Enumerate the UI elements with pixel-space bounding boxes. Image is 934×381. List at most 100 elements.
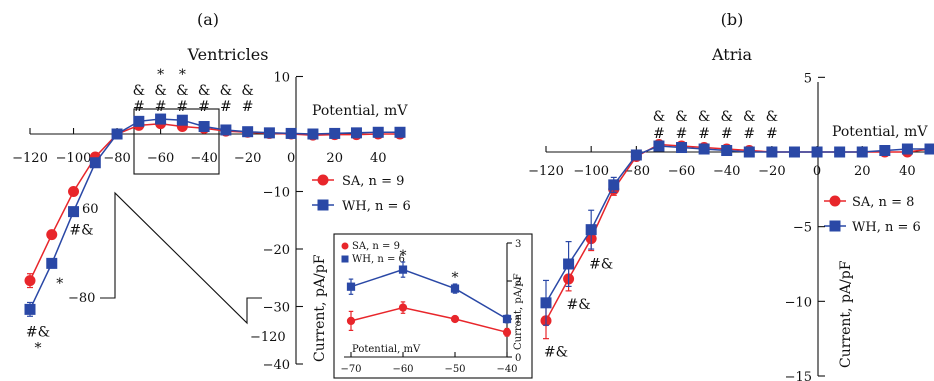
significance-mark: #& bbox=[589, 257, 613, 273]
protocol-left-label: −80 bbox=[68, 291, 95, 306]
x-tick-label: −100 bbox=[56, 151, 92, 166]
data-point-wh bbox=[329, 127, 341, 139]
significance-mark: #& bbox=[544, 345, 568, 361]
significance-mark: # bbox=[220, 99, 232, 115]
legend-wh-marker bbox=[317, 199, 329, 211]
y-tick-label: −10 bbox=[263, 186, 290, 201]
data-point-wh bbox=[176, 114, 188, 126]
data-point-wh bbox=[901, 143, 913, 155]
significance-mark: * bbox=[179, 67, 186, 83]
significance-mark: # bbox=[133, 99, 145, 115]
y-tick-label: 5 bbox=[804, 71, 812, 86]
data-point-wh bbox=[372, 126, 384, 138]
significance-mark: & bbox=[154, 83, 166, 99]
panel-b-label: (b) bbox=[721, 10, 744, 29]
data-point-wh bbox=[307, 128, 319, 140]
data-point-wh bbox=[743, 146, 755, 158]
panel-b-title: Atria bbox=[711, 45, 752, 64]
y-tick-label: −10 bbox=[785, 295, 812, 310]
data-point-sa bbox=[68, 186, 80, 197]
data-point-wh bbox=[608, 179, 620, 191]
panel-b-ylabel: Current, pA/pF bbox=[838, 260, 854, 368]
data-point-wh bbox=[834, 146, 846, 158]
data-point-wh bbox=[155, 113, 167, 125]
protocol-top-label: 60 bbox=[82, 202, 99, 217]
data-point-wh bbox=[398, 265, 408, 274]
panel-a-title: Ventricles bbox=[187, 45, 269, 64]
x-tick-label: 20 bbox=[854, 164, 871, 179]
significance-mark: #& bbox=[69, 223, 93, 239]
data-point-wh bbox=[585, 224, 597, 236]
panel-a-ylabel: Current, pA/pF bbox=[312, 254, 328, 362]
inset-legend-sa-marker bbox=[341, 242, 349, 250]
data-point-wh bbox=[350, 127, 362, 139]
data-point-wh bbox=[698, 143, 710, 155]
legend-sa-marker bbox=[317, 174, 329, 186]
significance-mark: & bbox=[675, 109, 687, 125]
inset-frame bbox=[333, 233, 533, 379]
series-sa-line bbox=[350, 306, 508, 334]
significance-mark: & bbox=[241, 83, 253, 99]
significance-mark: # bbox=[176, 99, 188, 115]
inset-legend-wh-marker bbox=[341, 255, 349, 263]
x-tick-label: 40 bbox=[370, 151, 387, 166]
data-point-wh bbox=[198, 121, 210, 133]
data-point-wh bbox=[721, 145, 733, 157]
data-point-wh bbox=[924, 143, 934, 155]
significance-mark: # bbox=[242, 99, 254, 115]
panel-b-legend: SA, n = 8 WH, n = 6 bbox=[824, 195, 921, 235]
legend-b-wh-marker bbox=[829, 220, 841, 232]
data-point-wh bbox=[242, 126, 254, 138]
data-point-wh bbox=[450, 284, 460, 293]
panel-a-label: (a) bbox=[197, 10, 219, 29]
data-point-wh bbox=[502, 314, 512, 324]
significance-mark: * bbox=[56, 276, 63, 292]
data-point-wh bbox=[220, 124, 232, 136]
x-tick-label: −60 bbox=[147, 151, 174, 166]
data-point-wh bbox=[46, 257, 58, 269]
y-tick-label: −5 bbox=[793, 221, 812, 236]
panel-a-xlabel: Potential, mV bbox=[312, 103, 408, 119]
inset-x-tick-label: −50 bbox=[444, 364, 465, 375]
significance-mark: #& bbox=[566, 297, 590, 313]
significance-mark: & bbox=[743, 109, 755, 125]
data-point-wh bbox=[856, 146, 868, 158]
y-tick-label: 10 bbox=[273, 71, 290, 86]
significance-mark: # bbox=[721, 126, 733, 142]
inset-y-tick-label: 0 bbox=[515, 353, 521, 364]
data-point-wh bbox=[653, 140, 665, 152]
data-point-sa bbox=[24, 275, 36, 287]
zoom-region-box bbox=[133, 108, 220, 175]
legend-b-sa-label: SA, n = 8 bbox=[852, 195, 914, 210]
significance-mark: # bbox=[676, 126, 688, 142]
panel-a-plot: −120 −100 −80 −60 −40 −20 0 20 40 10 −10 −20 −30 −40 &… bbox=[12, 67, 406, 373]
data-point-wh bbox=[111, 128, 123, 140]
significance-mark: * bbox=[35, 340, 42, 356]
x-tick-label: −80 bbox=[103, 151, 130, 166]
data-point-wh bbox=[394, 126, 406, 138]
data-point-wh bbox=[879, 145, 891, 157]
data-point-wh bbox=[89, 157, 101, 169]
y-tick-label: −30 bbox=[263, 301, 290, 316]
y-tick-label: −40 bbox=[263, 358, 290, 373]
data-point-wh bbox=[676, 142, 688, 154]
significance-mark: # bbox=[198, 99, 210, 115]
panel-b-plot: −120 −100 −80 −60 −40 −20 0 20 405−5−10−15&#&#&#… bbox=[528, 71, 934, 381]
panel-a-legend: SA, n = 9 WH, n = 6 bbox=[312, 174, 411, 214]
x-tick-label: −40 bbox=[713, 164, 740, 179]
significance-mark: # bbox=[698, 126, 710, 142]
significance-mark: # bbox=[743, 126, 755, 142]
data-point-wh bbox=[346, 282, 356, 291]
data-point-wh bbox=[133, 115, 145, 127]
x-tick-label: 0 bbox=[287, 151, 295, 166]
x-tick-label: −120 bbox=[12, 151, 48, 166]
data-point-sa bbox=[346, 316, 356, 326]
protocol-right-label: −120 bbox=[250, 330, 286, 345]
inset-plot: −70 −60 −50 −400 1 2 3 * * bbox=[340, 239, 521, 375]
data-point-sa bbox=[46, 229, 58, 241]
x-tick-label: 40 bbox=[899, 164, 916, 179]
inset-significance-mark: * bbox=[400, 248, 407, 264]
significance-mark: * bbox=[157, 67, 164, 83]
inset-x-tick-label: −70 bbox=[340, 364, 361, 375]
data-point-wh bbox=[563, 258, 575, 270]
